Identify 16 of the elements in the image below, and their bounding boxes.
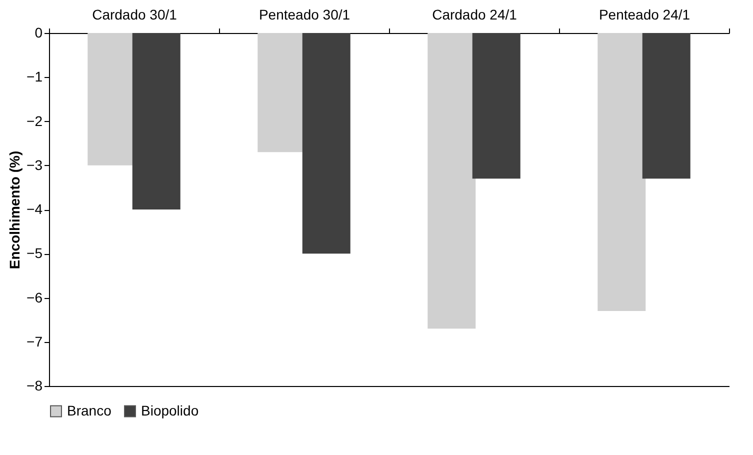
x-tick-label: Penteado 24/1: [598, 6, 690, 22]
x-tick-label: Cardado 24/1: [432, 6, 518, 22]
x-tick-label: Penteado 30/1: [258, 6, 350, 22]
legend-label: Branco: [67, 402, 112, 418]
y-axis-title: Encolhimento (%): [6, 150, 23, 270]
y-tick-label: −8: [26, 378, 43, 394]
legend-label: Biopolido: [141, 402, 199, 418]
y-tick-label: −4: [26, 201, 43, 217]
y-tick-label: −2: [26, 112, 43, 129]
y-tick-label: −1: [26, 68, 43, 85]
y-tick-label: −3: [26, 156, 43, 173]
y-tick-label: −6: [26, 289, 43, 306]
y-tick-label: −5: [26, 245, 43, 262]
y-tick-label: 0: [34, 24, 43, 40]
x-tick-label: Cardado 30/1: [92, 6, 178, 22]
y-tick-label: −7: [26, 333, 43, 350]
